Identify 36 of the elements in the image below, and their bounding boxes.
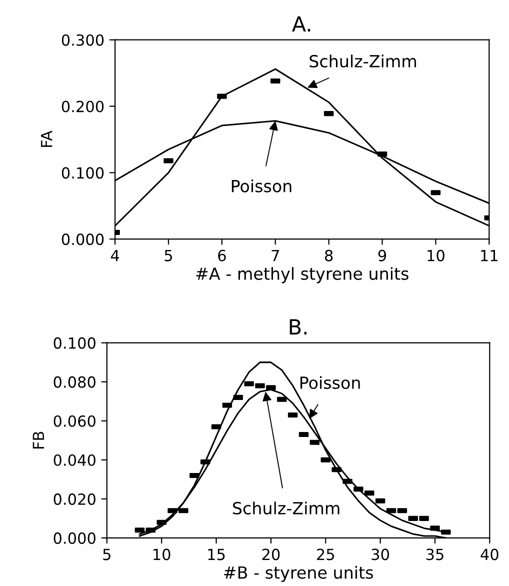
x-tick-label: 10: [154, 548, 170, 560]
x-tick-label: 4: [110, 250, 120, 262]
chart-title: B.: [290, 319, 306, 334]
x-tick-label: 40: [480, 548, 498, 560]
y-tick-label: 0.200: [62, 100, 104, 112]
x-tick-label: 9: [378, 250, 386, 262]
x-tick-label: 30: [372, 548, 389, 560]
chart-title: A.: [292, 16, 310, 32]
y-tick-label: 0.060: [54, 415, 96, 427]
x-tick-label: 35: [426, 548, 444, 560]
annotation: Schulz-Zimm: [310, 54, 416, 68]
y-tick-label: 0.080: [54, 376, 96, 388]
x-tick-label: 6: [218, 250, 226, 262]
x-tick-label: 10: [428, 250, 444, 262]
x-tick-label: 20: [262, 548, 280, 560]
annotation: Poisson: [300, 376, 360, 390]
x-tick-label: 5: [164, 250, 172, 262]
annotation: Poisson: [232, 179, 292, 192]
y-tick-label: 0.040: [54, 454, 96, 466]
x-axis-title: #B - styrene units: [224, 566, 373, 582]
y-axis-title: FA: [41, 130, 52, 147]
x-tick-label: 11: [481, 250, 498, 262]
y-tick-label: 0.020: [54, 493, 96, 505]
x-tick-label: 8: [324, 250, 333, 262]
x-tick-label: 25: [317, 548, 334, 560]
x-axis-title: #A - methyl styrene units: [196, 267, 408, 284]
x-tick-label: 5: [103, 548, 110, 560]
x-tick-label: 15: [208, 548, 225, 560]
y-tick-label: 0.300: [62, 34, 104, 46]
y-tick-label: 0.100: [62, 167, 104, 179]
y-tick-label: 0.100: [54, 337, 96, 349]
y-tick-label: 0.000: [62, 234, 104, 246]
annotation: Schulz-Zimm: [233, 502, 340, 514]
y-tick-label: 0.000: [54, 532, 96, 544]
x-tick-label: 7: [272, 250, 279, 262]
y-axis-title: FB: [32, 432, 44, 449]
